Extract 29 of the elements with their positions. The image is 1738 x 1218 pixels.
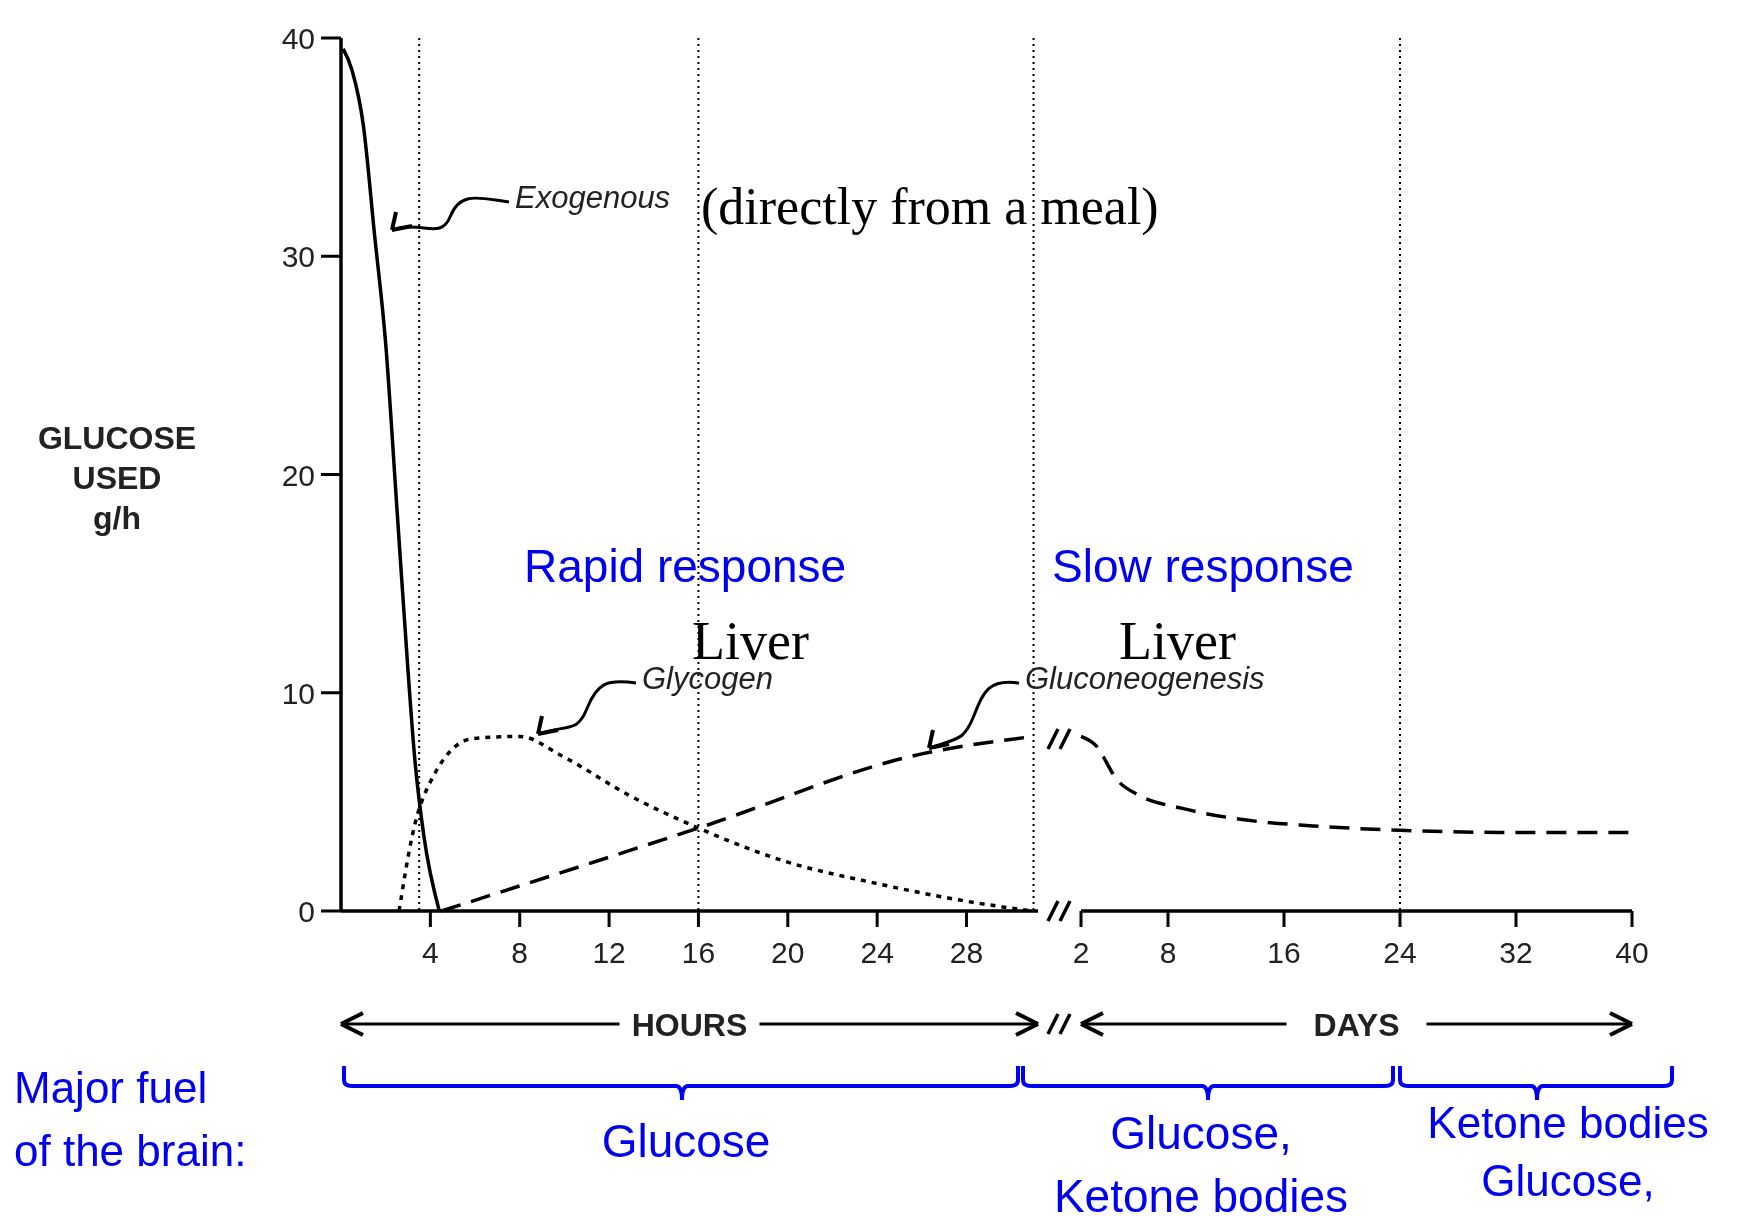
x-tick-label: 4 <box>422 936 439 969</box>
x-tick-label: 16 <box>1267 936 1301 969</box>
x-tick-label: 32 <box>1499 936 1533 969</box>
y-tick-label: 0 <box>298 895 315 928</box>
x-tick-label: 40 <box>1615 936 1649 969</box>
x-tick-label: 20 <box>771 936 805 969</box>
annotation: (directly from a meal) <box>701 178 1159 236</box>
x-axis-title: HOURS <box>631 1007 748 1043</box>
x-tick-label: 8 <box>1159 936 1177 969</box>
y-tick-label: 20 <box>281 458 315 492</box>
y-tick-label: 10 <box>281 676 315 710</box>
legend-label: Exogenous <box>515 180 671 215</box>
y-tick-label: 30 <box>281 240 315 274</box>
y-tick-label: 40 <box>281 22 315 55</box>
text: Glucose, Ketone bodies <box>1053 1107 1349 1218</box>
x-tick-label: 28 <box>949 936 984 969</box>
text: Major fuel of the brain: <box>14 1063 247 1175</box>
x-tick-label: 16 <box>681 936 716 969</box>
text: Glucose <box>601 1115 771 1167</box>
annotation: Rapid response <box>524 540 847 592</box>
y-axis-title: GLUCOSE USED g/h <box>37 420 197 536</box>
x-axis-title: DAYS <box>1313 1007 1400 1043</box>
annotation: Slow response <box>1052 540 1354 592</box>
x-tick-label: 12 <box>592 936 626 969</box>
x-tick-label: 24 <box>1383 936 1417 969</box>
text: Ketone bodies Glucose, <box>1427 1098 1709 1205</box>
x-tick-label: 2 <box>1072 936 1090 969</box>
x-tick-label: 8 <box>511 936 529 969</box>
x-tick-label: 24 <box>860 936 894 969</box>
